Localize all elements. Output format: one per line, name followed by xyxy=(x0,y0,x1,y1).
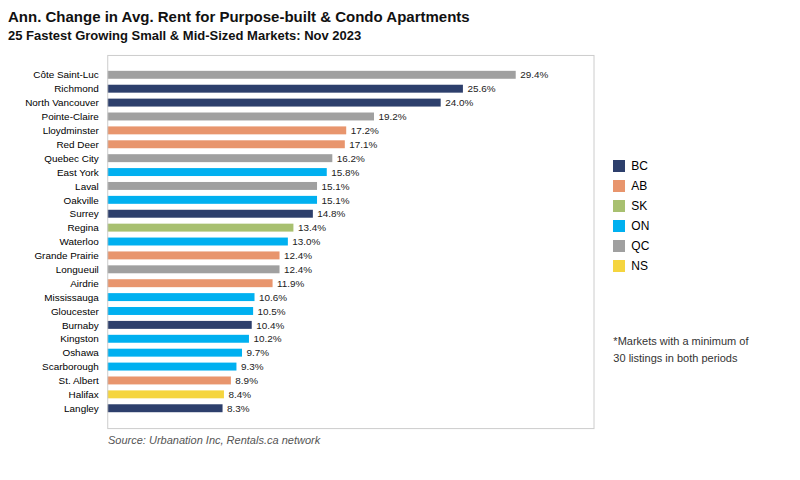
svg-text:29.4%: 29.4% xyxy=(520,70,548,81)
svg-text:19.2%: 19.2% xyxy=(378,111,406,122)
svg-text:8.9%: 8.9% xyxy=(235,375,258,386)
svg-text:13.0%: 13.0% xyxy=(292,236,320,247)
html-text:SK: SK xyxy=(631,199,648,214)
svg-text:11.9%: 11.9% xyxy=(277,278,305,289)
svg-text:Mississauga: Mississauga xyxy=(44,292,99,303)
svg-text:17.1%: 17.1% xyxy=(349,139,377,150)
svg-text:Waterloo: Waterloo xyxy=(60,236,100,247)
svg-text:10.4%: 10.4% xyxy=(256,320,284,331)
svg-text:Lloydminster: Lloydminster xyxy=(43,125,100,136)
svg-text:Quebec City: Quebec City xyxy=(44,153,99,164)
svg-text:Airdrie: Airdrie xyxy=(70,278,99,289)
svg-text:St. Albert: St. Albert xyxy=(59,375,99,386)
svg-text:17.2%: 17.2% xyxy=(351,125,379,136)
svg-text:13.4%: 13.4% xyxy=(298,222,326,233)
svg-text:Pointe-Claire: Pointe-Claire xyxy=(42,111,100,122)
html-text:25 Fastest Growing Small & Mid: 25 Fastest Growing Small & Mid-Sized Mar… xyxy=(8,28,362,43)
svg-text:8.4%: 8.4% xyxy=(228,389,251,400)
svg-text:9.3%: 9.3% xyxy=(241,361,264,372)
svg-text:15.1%: 15.1% xyxy=(321,181,349,192)
html-text:Ann. Change in Avg. Rent for P: Ann. Change in Avg. Rent for Purpose-bui… xyxy=(8,8,470,25)
svg-text:Gloucester: Gloucester xyxy=(51,306,100,317)
svg-text:Longueuil: Longueuil xyxy=(56,264,99,275)
svg-text:12.4%: 12.4% xyxy=(284,250,312,261)
svg-text:Red Deer: Red Deer xyxy=(56,139,99,150)
svg-text:25.6%: 25.6% xyxy=(467,84,495,95)
svg-text:Halifax: Halifax xyxy=(69,389,99,400)
svg-text:15.1%: 15.1% xyxy=(321,195,349,206)
svg-text:Regina: Regina xyxy=(67,222,99,233)
svg-text:10.5%: 10.5% xyxy=(258,306,286,317)
svg-text:9.7%: 9.7% xyxy=(246,348,269,359)
html-text:AB: AB xyxy=(631,179,648,194)
svg-text:Langley: Langley xyxy=(64,403,99,414)
html-text:BC: BC xyxy=(631,159,648,174)
svg-text:Laval: Laval xyxy=(75,181,99,192)
svg-text:Oshawa: Oshawa xyxy=(62,348,99,359)
html-text:Source: Urbanation Inc, Rental: Source: Urbanation Inc, Rentals.ca netwo… xyxy=(108,434,321,447)
svg-text:Richmond: Richmond xyxy=(54,84,99,95)
svg-text:Grande Prairie: Grande Prairie xyxy=(34,250,99,261)
html-text:QC: QC xyxy=(631,239,650,254)
svg-text:Côte Saint-Luc: Côte Saint-Luc xyxy=(33,70,99,81)
svg-text:8.3%: 8.3% xyxy=(227,403,250,414)
svg-text:10.2%: 10.2% xyxy=(253,334,281,345)
svg-text:Burnaby: Burnaby xyxy=(62,320,99,331)
svg-text:16.2%: 16.2% xyxy=(337,153,365,164)
html-text:*Markets with a minimum of 30: *Markets with a minimum of 30 listings i… xyxy=(613,335,749,364)
svg-text:Scarborough: Scarborough xyxy=(42,361,99,372)
svg-text:10.6%: 10.6% xyxy=(259,292,287,303)
svg-text:12.4%: 12.4% xyxy=(284,264,312,275)
html-text:NS: NS xyxy=(631,259,648,274)
svg-text:Kingston: Kingston xyxy=(60,334,99,345)
svg-text:14.8%: 14.8% xyxy=(317,209,345,220)
svg-text:Oakville: Oakville xyxy=(64,195,100,206)
svg-text:East York: East York xyxy=(57,167,99,178)
html-text:ON: ON xyxy=(631,219,650,234)
svg-text:24.0%: 24.0% xyxy=(445,97,473,108)
svg-text:Surrey: Surrey xyxy=(70,209,99,220)
svg-text:15.8%: 15.8% xyxy=(331,167,359,178)
svg-text:North Vancouver: North Vancouver xyxy=(25,97,99,108)
